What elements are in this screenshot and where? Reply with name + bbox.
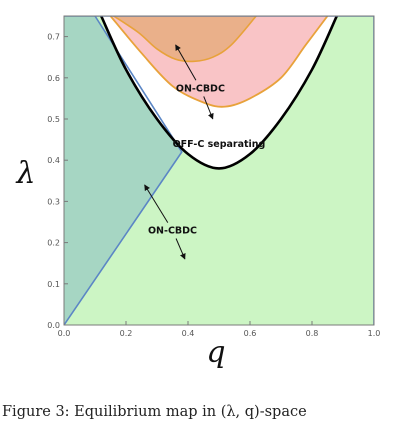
y-tick-label: 0.1 — [47, 280, 60, 289]
region-orange-cap — [113, 16, 257, 62]
y-tick-label: 0.7 — [47, 33, 60, 42]
region-teal-wedge — [64, 16, 182, 325]
y-axis-title: λ — [15, 156, 35, 191]
annotation-arrow — [175, 44, 197, 81]
y-tick-label: 0.2 — [47, 239, 60, 248]
plot-frame — [63, 15, 375, 326]
x-tick-label: 0.4 — [182, 329, 195, 338]
annotation-arrow — [175, 238, 186, 260]
ticks-layer: 0.0 0.2 0.4 0.6 0.8 1.0 0.0 0.1 0.2 0.3 0.4 0.5 0.6 0… — [47, 33, 380, 338]
x-axis-title: q — [206, 335, 225, 370]
separating-boundary-curve — [100, 16, 338, 170]
x-tick-label: 0.6 — [244, 329, 257, 338]
region-label: ON-CBDC — [148, 226, 197, 237]
annotation-arrow — [144, 184, 169, 223]
y-tick-label: 0.6 — [47, 74, 60, 83]
x-tick-label: 0.2 — [120, 329, 133, 338]
teal-region-edge-line — [64, 16, 183, 325]
figure-caption: Figure 3: Equilibrium map in (λ, q)-spac… — [2, 404, 307, 420]
regions-layer — [64, 16, 374, 325]
annotations-layer: ON-CBDC OFF-C separating ON-CBDC — [144, 44, 266, 260]
y-tick-label: 0.0 — [47, 321, 60, 330]
region-label: OFF-C separating — [173, 139, 266, 150]
y-tick-label: 0.5 — [47, 115, 60, 124]
x-tick-label: 0.8 — [306, 329, 319, 338]
annotation-arrow — [203, 96, 214, 120]
y-tick-label: 0.4 — [47, 156, 60, 165]
orange-outer-curve — [109, 16, 329, 108]
region-label: ON-CBDC — [176, 84, 225, 95]
x-tick-label: 0.0 — [58, 329, 71, 338]
x-tick-label: 1.0 — [368, 329, 381, 338]
y-tick-label: 0.3 — [47, 197, 60, 206]
